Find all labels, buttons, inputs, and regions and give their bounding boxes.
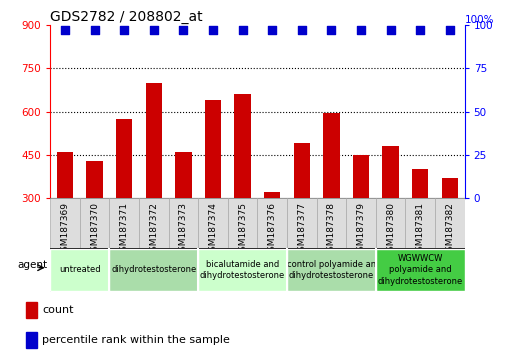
Text: GSM187382: GSM187382 [445, 202, 454, 257]
FancyBboxPatch shape [198, 249, 287, 291]
Point [327, 27, 336, 33]
Text: GSM187378: GSM187378 [327, 202, 336, 257]
Text: count: count [42, 305, 73, 315]
Point [61, 27, 69, 33]
Bar [26, 302, 37, 318]
Text: WGWWCW
polyamide and
dihydrotestosterone: WGWWCW polyamide and dihydrotestosterone [378, 254, 463, 286]
Bar [146, 82, 162, 285]
FancyBboxPatch shape [376, 249, 465, 291]
Text: agent: agent [17, 261, 48, 270]
Bar [382, 146, 399, 285]
FancyBboxPatch shape [287, 249, 376, 291]
FancyBboxPatch shape [139, 198, 168, 248]
FancyBboxPatch shape [109, 198, 139, 248]
FancyBboxPatch shape [317, 198, 346, 248]
FancyBboxPatch shape [80, 198, 109, 248]
Point [90, 27, 99, 33]
Text: GSM187373: GSM187373 [179, 202, 188, 257]
Text: GSM187377: GSM187377 [297, 202, 306, 257]
Point [149, 27, 158, 33]
Point [298, 27, 306, 33]
Text: GSM187381: GSM187381 [416, 202, 425, 257]
FancyBboxPatch shape [50, 249, 109, 291]
Text: GSM187379: GSM187379 [356, 202, 365, 257]
Bar [116, 119, 133, 285]
FancyBboxPatch shape [287, 198, 317, 248]
Text: percentile rank within the sample: percentile rank within the sample [42, 335, 230, 345]
Text: GSM187372: GSM187372 [149, 202, 158, 257]
Bar [26, 332, 37, 348]
FancyBboxPatch shape [50, 198, 80, 248]
Text: GSM187371: GSM187371 [120, 202, 129, 257]
Point [386, 27, 395, 33]
Text: GSM187380: GSM187380 [386, 202, 395, 257]
FancyBboxPatch shape [435, 198, 465, 248]
Point [120, 27, 128, 33]
Bar [323, 113, 340, 285]
FancyBboxPatch shape [228, 198, 258, 248]
FancyBboxPatch shape [168, 198, 198, 248]
Bar [57, 152, 73, 285]
Text: 100%: 100% [465, 15, 494, 25]
Bar [234, 94, 251, 285]
Bar [294, 143, 310, 285]
Text: GSM187370: GSM187370 [90, 202, 99, 257]
Bar [442, 178, 458, 285]
Text: dihydrotestosterone: dihydrotestosterone [111, 266, 196, 274]
Text: GSM187369: GSM187369 [61, 202, 70, 257]
Bar [87, 161, 103, 285]
FancyBboxPatch shape [50, 248, 465, 292]
Bar [205, 100, 221, 285]
Point [416, 27, 425, 33]
Text: control polyamide an
dihydrotestosterone: control polyamide an dihydrotestosterone [287, 260, 376, 280]
FancyBboxPatch shape [198, 198, 228, 248]
FancyBboxPatch shape [109, 249, 198, 291]
Point [209, 27, 217, 33]
Bar [353, 155, 369, 285]
Bar [264, 193, 280, 285]
Text: GSM187375: GSM187375 [238, 202, 247, 257]
Point [357, 27, 365, 33]
Point [446, 27, 454, 33]
Text: untreated: untreated [59, 266, 100, 274]
FancyBboxPatch shape [258, 198, 287, 248]
Point [179, 27, 187, 33]
Text: GSM187376: GSM187376 [268, 202, 277, 257]
Text: bicalutamide and
dihydrotestosterone: bicalutamide and dihydrotestosterone [200, 260, 285, 280]
Point [268, 27, 277, 33]
Text: GDS2782 / 208802_at: GDS2782 / 208802_at [50, 10, 203, 24]
Text: GSM187374: GSM187374 [209, 202, 218, 257]
FancyBboxPatch shape [406, 198, 435, 248]
FancyBboxPatch shape [346, 198, 376, 248]
Bar [175, 152, 192, 285]
Point [238, 27, 247, 33]
FancyBboxPatch shape [376, 198, 406, 248]
Bar [412, 169, 428, 285]
